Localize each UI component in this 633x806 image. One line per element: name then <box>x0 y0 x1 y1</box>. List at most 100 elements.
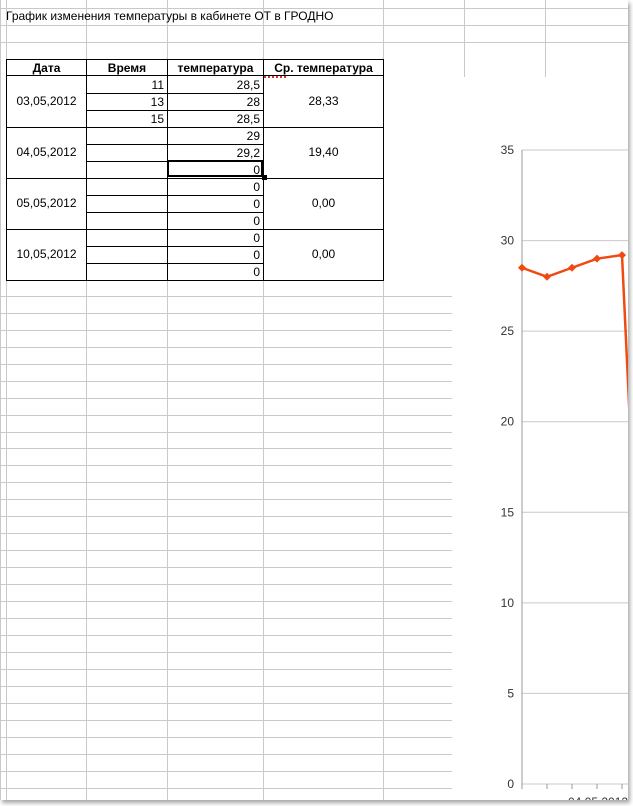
time-cell[interactable] <box>87 128 166 144</box>
data-point-marker <box>618 251 626 260</box>
group-bottom-border <box>6 127 383 128</box>
table-column-border <box>6 59 7 281</box>
grid-row-line <box>0 398 628 399</box>
temperature-cell[interactable]: 28,5 <box>236 78 260 92</box>
table-column-border <box>383 59 384 281</box>
avg-temperature-cell[interactable]: 19,40 <box>308 145 339 159</box>
avg-temperature-cell[interactable]: 28,33 <box>308 94 339 108</box>
series-line-temperature <box>521 253 628 409</box>
grid-row-line <box>0 550 628 551</box>
time-cell[interactable]: 11 <box>151 78 164 92</box>
grid-column-line <box>6 0 7 800</box>
grid-column-line <box>0 0 1 800</box>
grid-row-line <box>0 465 628 466</box>
grid-row-line <box>0 516 628 517</box>
date-cell[interactable]: 10,05,2012 <box>16 247 77 261</box>
inner-row-border <box>86 110 263 111</box>
temperature-cell[interactable]: 29,2 <box>236 146 260 160</box>
y-tick-label: 25 <box>501 324 515 338</box>
temperature-cell[interactable]: 0 <box>253 248 260 262</box>
chart-canvas: 0 5 10 15 20 25 30 35 04,05,2012 <box>501 143 628 800</box>
time-cell[interactable]: 13 <box>150 95 164 109</box>
inner-row-border <box>86 263 263 264</box>
group-bottom-border <box>6 178 383 179</box>
time-cell[interactable] <box>87 264 166 280</box>
avg-temperature-cell[interactable]: 0,00 <box>311 196 336 210</box>
grid-row-line <box>0 381 628 382</box>
grid-row-line <box>0 533 628 534</box>
inner-row-border <box>86 144 263 145</box>
grid-row-line <box>0 601 628 602</box>
grid-column-line <box>86 0 87 800</box>
grid-row-line <box>0 499 628 500</box>
y-tick-label: 35 <box>501 143 515 157</box>
grid-row-line <box>0 330 628 331</box>
table-column-border <box>263 59 264 281</box>
grid-row-line <box>0 669 628 670</box>
grid-row-line <box>0 567 628 568</box>
grid-row-line <box>0 42 628 43</box>
grid-column-line <box>263 0 264 800</box>
date-cell[interactable]: 04,05,2012 <box>16 145 77 159</box>
header-avg-temperature[interactable]: Ср. температура <box>274 61 373 75</box>
data-point-marker <box>543 272 551 281</box>
header-date[interactable]: Дата <box>32 61 61 75</box>
avg-temperature-cell[interactable]: 0,00 <box>311 247 336 261</box>
grid-row-line <box>0 313 628 314</box>
time-cell[interactable] <box>87 196 166 212</box>
grid-row-line <box>0 415 628 416</box>
temperature-chart[interactable]: 0 5 10 15 20 25 30 35 04,05,2012 <box>452 77 628 800</box>
inner-row-border <box>86 246 263 247</box>
temperature-cell[interactable]: 28,5 <box>236 112 260 126</box>
temperature-cell[interactable]: 0 <box>253 180 260 194</box>
fill-handle[interactable] <box>262 175 267 180</box>
temperature-cell[interactable]: 0 <box>253 231 260 245</box>
grid-row-line <box>0 788 628 789</box>
y-tick-label: 15 <box>501 505 515 519</box>
grid-row-line <box>0 618 628 619</box>
grid-row-line <box>0 8 628 9</box>
grid-column-line <box>167 0 168 800</box>
time-cell[interactable] <box>87 145 166 161</box>
temperature-cell[interactable]: 0 <box>253 197 260 211</box>
time-cell[interactable]: 15 <box>150 112 164 126</box>
header-temperature[interactable]: температура <box>177 61 254 75</box>
date-cell[interactable]: 05,05,2012 <box>16 196 77 210</box>
time-cell[interactable] <box>87 247 166 263</box>
temperature-cell[interactable]: 29 <box>246 129 260 143</box>
temperature-cell[interactable]: 0 <box>253 163 260 177</box>
time-cell[interactable] <box>87 230 166 246</box>
grid-row-line <box>0 364 628 365</box>
grid-column-line <box>383 0 384 800</box>
grid-row-line <box>0 584 628 585</box>
temperature-cell[interactable]: 0 <box>253 214 260 228</box>
grid-row-line <box>0 720 628 721</box>
grid-row-line <box>0 432 628 433</box>
time-cell[interactable] <box>87 213 166 229</box>
spellcheck-underline <box>264 76 288 78</box>
grid-row-line <box>0 482 628 483</box>
active-cell-selection[interactable] <box>167 160 263 177</box>
y-tick-label: 30 <box>501 234 515 248</box>
grid-row-line <box>0 25 628 26</box>
grid-row-line <box>0 703 628 704</box>
y-tick-label: 5 <box>507 686 514 700</box>
temperature-cell[interactable]: 0 <box>253 265 260 279</box>
grid-row-line <box>0 635 628 636</box>
sheet-title[interactable]: График изменения температуры в кабинете … <box>6 9 334 23</box>
grid-row-line <box>0 771 628 772</box>
data-point-marker <box>568 263 576 272</box>
time-cell[interactable] <box>87 179 166 195</box>
data-point-marker <box>518 263 526 272</box>
date-cell[interactable]: 03,05,2012 <box>16 94 77 108</box>
y-tick-label: 20 <box>501 415 515 429</box>
grid-row-line <box>0 448 628 449</box>
data-point-marker <box>593 254 601 263</box>
header-time[interactable]: Время <box>107 61 147 75</box>
grid-row-line <box>0 652 628 653</box>
time-cell[interactable] <box>87 162 166 178</box>
temperature-cell[interactable]: 28 <box>246 95 260 109</box>
y-tick-label: 10 <box>501 596 515 610</box>
y-tick-label: 0 <box>507 777 514 791</box>
